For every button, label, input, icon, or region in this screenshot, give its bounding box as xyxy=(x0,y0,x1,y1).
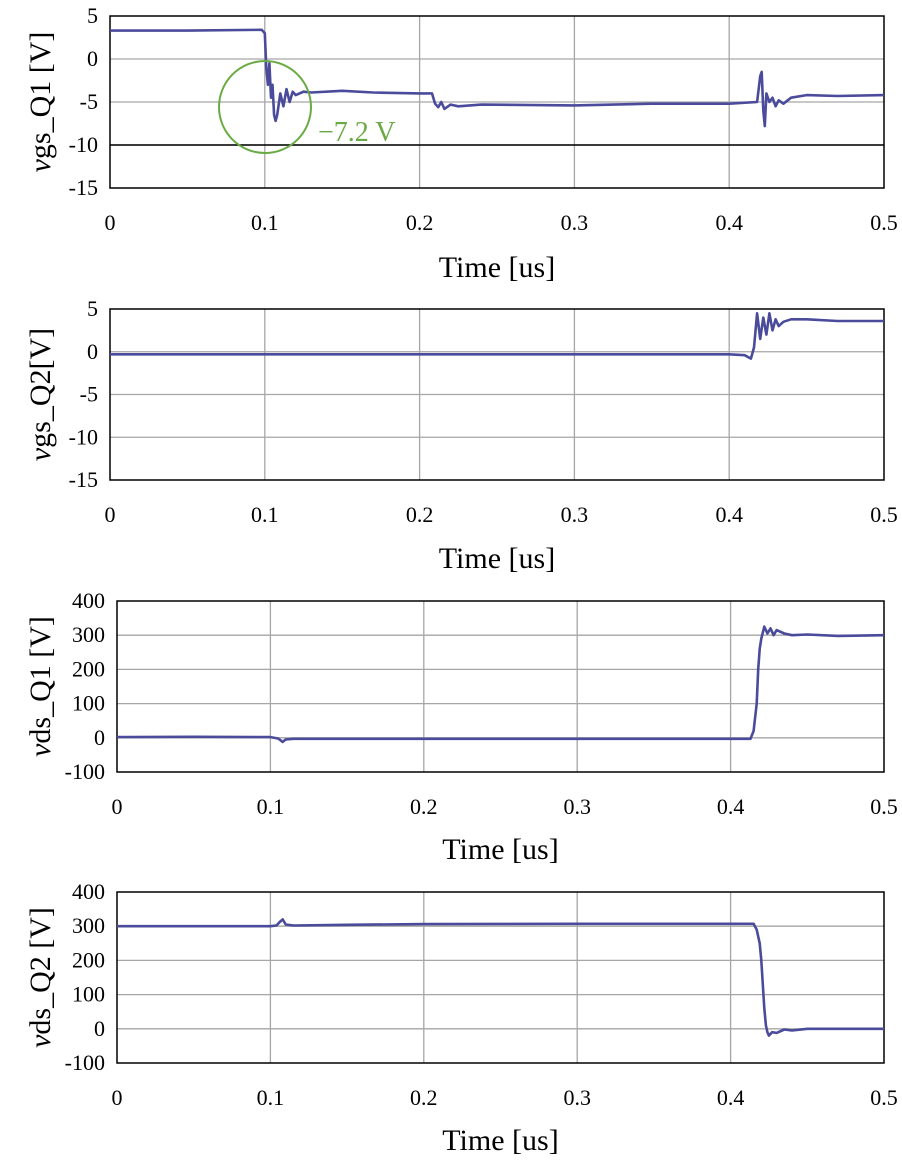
chart-panel-2: 0 0.1 0.2 0.3 0.4 0.5 5 0 -5 -10 -15 Time [us] vgs_Q… xyxy=(24,296,898,575)
x-tick-label: 0.5 xyxy=(870,794,898,819)
y-tick-label: -10 xyxy=(69,424,98,449)
x-tick-label: 0 xyxy=(112,794,123,819)
y-axis-label-text: ds_Q2 [V] xyxy=(24,907,57,1035)
y-axis-label: vgs_Q1 [V] xyxy=(24,32,57,173)
x-axis-label: Time [us] xyxy=(439,251,555,284)
y-tick-label: 100 xyxy=(72,982,105,1007)
x-axis-label: Time [us] xyxy=(442,1124,558,1157)
y-axis-label-text: gs_Q1 [V] xyxy=(24,32,57,160)
plot-frame xyxy=(109,308,885,481)
x-tick-label: 0.1 xyxy=(251,210,279,235)
y-tick-label: 300 xyxy=(72,913,105,938)
series-line xyxy=(110,28,885,128)
plot-frame xyxy=(109,15,885,189)
y-tick-label: 0 xyxy=(94,725,105,750)
y-tick-label: 5 xyxy=(87,296,98,321)
x-tick-label: 0.4 xyxy=(717,794,745,819)
y-axis-label-text: gs_Q2[V] xyxy=(24,328,57,448)
y-axis-label-italic: v xyxy=(24,447,57,461)
y-tick-label: 200 xyxy=(72,656,105,681)
x-tick-label: 0.4 xyxy=(717,1085,745,1110)
y-tick-label: -15 xyxy=(69,467,98,492)
annotation-circle xyxy=(218,60,312,154)
x-tick-label: 0.1 xyxy=(257,1085,285,1110)
y-tick-label: -15 xyxy=(69,175,98,200)
y-axis-label: vds_Q1 [V] xyxy=(24,616,57,757)
x-tick-label: 0.2 xyxy=(410,794,438,819)
y-tick-label: 0 xyxy=(87,339,98,364)
plot-frame xyxy=(116,600,885,773)
x-tick-label: 0 xyxy=(105,210,116,235)
y-tick-label: 300 xyxy=(72,622,105,647)
y-axis-label: vds_Q2 [V] xyxy=(24,907,57,1048)
plot-frame xyxy=(116,891,885,1064)
y-tick-label: 200 xyxy=(72,947,105,972)
x-tick-label: 0.3 xyxy=(561,210,589,235)
y-tick-label: -5 xyxy=(80,89,98,114)
y-tick-label: 400 xyxy=(72,588,105,613)
x-tick-label: 0.3 xyxy=(561,502,589,527)
series-line xyxy=(110,311,884,360)
y-tick-label: 5 xyxy=(87,3,98,28)
x-tick-label: 0.5 xyxy=(870,1085,898,1110)
y-tick-label: -5 xyxy=(80,382,98,407)
y-tick-label: -100 xyxy=(65,759,105,784)
series-line xyxy=(117,918,884,1037)
chart-panel-3: 0 0.1 0.2 0.3 0.4 0.5 400 300 200 100 0 -100 Time [u… xyxy=(24,588,898,866)
x-tick-label: 0.4 xyxy=(715,210,743,235)
y-axis-label-italic: v xyxy=(24,1034,57,1048)
x-tick-label: 0.2 xyxy=(410,1085,438,1110)
x-tick-label: 0.1 xyxy=(251,502,279,527)
x-tick-label: 0.3 xyxy=(563,1085,591,1110)
series-line xyxy=(116,625,885,744)
y-axis-label-italic: v xyxy=(24,158,57,172)
x-axis-label: Time [us] xyxy=(439,542,555,575)
x-tick-label: 0 xyxy=(112,1085,123,1110)
y-tick-label: -100 xyxy=(65,1050,105,1075)
x-tick-label: 0.2 xyxy=(406,502,434,527)
y-tick-label: 400 xyxy=(72,879,105,904)
x-tick-label: 0.4 xyxy=(715,502,743,527)
y-axis-label-text: ds_Q1 [V] xyxy=(24,616,57,744)
y-axis-label-italic: v xyxy=(24,743,57,757)
annotation-label: −7.2 V xyxy=(318,117,396,148)
y-tick-label: 0 xyxy=(87,46,98,71)
chart-panel-1: 0 0.1 0.2 0.3 0.4 0.5 5 0 -5 -10 -15 Time [us] vgs_Q… xyxy=(24,3,898,284)
x-tick-label: 0 xyxy=(105,502,116,527)
x-tick-label: 0.3 xyxy=(563,794,591,819)
x-axis-label: Time [us] xyxy=(442,833,558,866)
x-tick-label: 0.5 xyxy=(870,210,898,235)
y-tick-label: -10 xyxy=(69,132,98,157)
x-tick-label: 0.5 xyxy=(870,502,898,527)
chart-panel-4: 0 0.1 0.2 0.3 0.4 0.5 400 300 200 100 0 -100 Time [u… xyxy=(24,879,898,1157)
x-tick-label: 0.1 xyxy=(257,794,285,819)
y-tick-label: 0 xyxy=(94,1016,105,1041)
y-axis-label: vgs_Q2[V] xyxy=(24,328,57,461)
y-tick-label: 100 xyxy=(72,691,105,716)
x-tick-label: 0.2 xyxy=(406,210,434,235)
